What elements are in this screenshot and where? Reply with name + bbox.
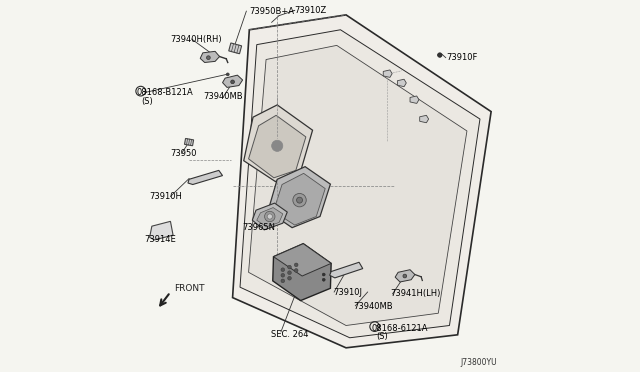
- Text: J73800YU: J73800YU: [460, 358, 497, 367]
- Text: 73965N: 73965N: [242, 223, 275, 232]
- Circle shape: [264, 211, 275, 222]
- Polygon shape: [240, 30, 480, 338]
- Text: (S): (S): [141, 97, 153, 106]
- Circle shape: [267, 214, 273, 219]
- Text: 73950: 73950: [170, 149, 197, 158]
- Circle shape: [294, 269, 298, 272]
- Text: SEC. 264: SEC. 264: [271, 330, 308, 339]
- Text: 73940MB: 73940MB: [203, 92, 243, 101]
- Polygon shape: [232, 15, 491, 348]
- Circle shape: [322, 273, 325, 276]
- Polygon shape: [248, 45, 467, 326]
- Circle shape: [287, 271, 291, 275]
- Polygon shape: [223, 75, 243, 87]
- Text: 73940MB: 73940MB: [353, 302, 393, 311]
- Text: 73910H: 73910H: [149, 192, 182, 201]
- Polygon shape: [330, 262, 363, 278]
- Circle shape: [322, 278, 325, 281]
- Polygon shape: [228, 43, 242, 54]
- Circle shape: [207, 56, 211, 60]
- Polygon shape: [397, 79, 406, 87]
- Text: 73950B+A: 73950B+A: [250, 7, 294, 16]
- Circle shape: [287, 265, 291, 269]
- Polygon shape: [184, 138, 194, 146]
- Polygon shape: [188, 170, 223, 185]
- Circle shape: [281, 279, 285, 283]
- Polygon shape: [395, 270, 415, 282]
- Polygon shape: [257, 208, 283, 227]
- Text: 08168-B121A: 08168-B121A: [136, 88, 193, 97]
- Circle shape: [281, 268, 285, 272]
- Polygon shape: [410, 96, 419, 103]
- Polygon shape: [273, 244, 331, 276]
- Circle shape: [403, 274, 406, 278]
- Polygon shape: [273, 244, 331, 301]
- Circle shape: [294, 263, 298, 267]
- Polygon shape: [150, 221, 173, 240]
- Polygon shape: [273, 173, 325, 225]
- Text: 73940H(RH): 73940H(RH): [170, 35, 222, 44]
- Polygon shape: [200, 51, 220, 62]
- Circle shape: [296, 197, 303, 203]
- Text: 08168-6121A: 08168-6121A: [371, 324, 428, 333]
- Circle shape: [230, 80, 234, 84]
- Circle shape: [227, 73, 229, 76]
- Polygon shape: [420, 115, 429, 123]
- Circle shape: [293, 193, 306, 207]
- Circle shape: [271, 140, 283, 151]
- Polygon shape: [252, 203, 287, 230]
- Circle shape: [438, 53, 442, 57]
- Polygon shape: [248, 115, 306, 178]
- Circle shape: [281, 273, 285, 277]
- Polygon shape: [383, 70, 392, 77]
- Text: 73910Z: 73910Z: [294, 6, 326, 15]
- Text: 73914E: 73914E: [145, 235, 176, 244]
- Text: 73941H(LH): 73941H(LH): [390, 289, 441, 298]
- Text: 73910F: 73910F: [447, 53, 478, 62]
- Polygon shape: [244, 105, 312, 182]
- Text: FRONT: FRONT: [174, 284, 205, 293]
- Polygon shape: [268, 167, 330, 228]
- Text: (S): (S): [376, 332, 388, 341]
- Text: 73910J: 73910J: [333, 288, 362, 296]
- Circle shape: [287, 276, 291, 280]
